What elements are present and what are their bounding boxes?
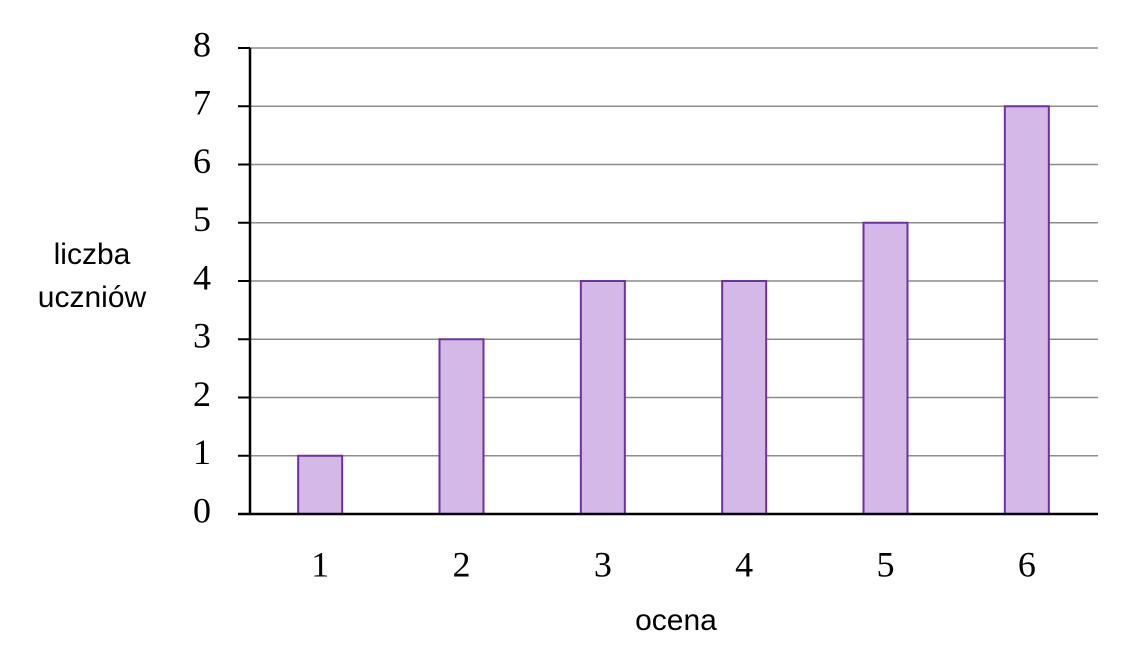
y-tick-label: 6 bbox=[193, 141, 211, 181]
bar bbox=[438, 338, 485, 515]
y-tick-label: 4 bbox=[193, 257, 211, 297]
bar bbox=[1003, 105, 1050, 515]
y-tick-label: 3 bbox=[193, 316, 211, 356]
y-tick-label: 2 bbox=[193, 374, 211, 414]
y-tick-label: 8 bbox=[193, 24, 211, 64]
y-axis-label: liczba bbox=[54, 238, 131, 271]
x-tick-label: 4 bbox=[735, 544, 753, 584]
y-tick-label: 0 bbox=[193, 490, 211, 530]
y-axis-label: uczniów bbox=[38, 281, 147, 314]
y-tick-label: 7 bbox=[193, 83, 211, 123]
bar bbox=[862, 221, 909, 515]
x-tick-label: 1 bbox=[311, 544, 329, 584]
y-tick-label: 1 bbox=[193, 432, 211, 472]
bar bbox=[297, 454, 344, 515]
bar bbox=[579, 280, 626, 515]
x-axis-label: ocena bbox=[635, 604, 717, 637]
bar bbox=[721, 280, 768, 515]
x-tick-label: 6 bbox=[1018, 544, 1036, 584]
y-tick-label: 5 bbox=[193, 199, 211, 239]
x-tick-label: 2 bbox=[453, 544, 471, 584]
x-tick-label: 5 bbox=[877, 544, 895, 584]
x-tick-label: 3 bbox=[594, 544, 612, 584]
